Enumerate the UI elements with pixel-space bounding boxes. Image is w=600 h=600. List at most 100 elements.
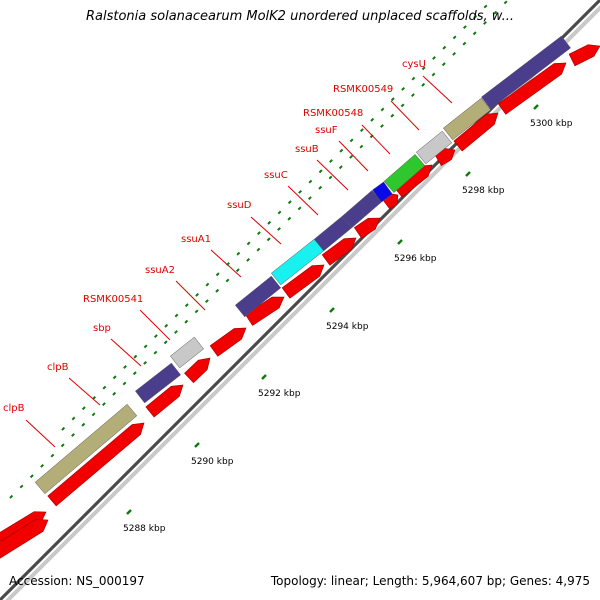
top-scale-tick [236, 251, 241, 256]
gene-bar-ssuB [372, 181, 393, 203]
top-scale-tick [390, 97, 395, 102]
label-leader-line [338, 140, 369, 172]
label-leader-line [68, 377, 101, 406]
gene-bar-clpB [34, 403, 138, 495]
scale-minor-tick [410, 93, 415, 98]
cds-arrow [281, 264, 325, 299]
scale-minor-tick [338, 165, 343, 170]
label-leader-line [422, 75, 453, 104]
top-scale-tick [184, 303, 189, 308]
cds-arrow [453, 112, 499, 152]
top-scale-tick [81, 406, 86, 411]
scale-minor-tick [71, 433, 75, 437]
scale-minor-tick [493, 10, 498, 15]
top-scale-tick [411, 76, 416, 81]
scale-major-tick [126, 509, 132, 515]
scale-minor-tick [215, 288, 220, 293]
scale-minor-tick [81, 422, 86, 427]
top-scale-tick [473, 14, 478, 19]
scale-minor-tick [266, 237, 271, 242]
scale-minor-tick [50, 453, 55, 458]
label-leader-line [287, 185, 319, 216]
gene-bar-ssuC [341, 189, 383, 229]
scale-minor-tick [483, 21, 487, 25]
scale-minor-tick [112, 391, 117, 396]
top-scale-tick [380, 107, 385, 112]
gene-bar-RSMK00549 [443, 97, 491, 141]
scale-minor-tick [163, 340, 168, 345]
scale-minor-tick [431, 72, 436, 77]
top-scale-tick [370, 117, 375, 122]
scale-label: 5298 kbp [462, 186, 505, 196]
top-scale-tick [267, 220, 272, 225]
gene-label-ssuA2: ssuA2 [145, 265, 175, 276]
scale-minor-tick [235, 268, 240, 273]
top-scale-tick [143, 344, 148, 349]
scale-label: 5290 kbp [191, 457, 234, 467]
scale-minor-tick [287, 216, 292, 221]
gene-label-ssuC: ssuC [264, 170, 288, 181]
scale-minor-tick [359, 144, 364, 149]
gene-label-ssuF: ssuF [315, 125, 338, 136]
scale-major-tick [397, 239, 403, 245]
top-scale-tick [133, 354, 138, 359]
accession-text: Accession: NS_000197 [9, 574, 145, 588]
scale-minor-tick [153, 350, 158, 355]
cds-arrow [497, 62, 567, 115]
scale-label: 5300 kbp [530, 119, 573, 129]
scale-minor-tick [19, 484, 24, 489]
top-scale-tick [277, 210, 282, 215]
scale-minor-tick [441, 62, 446, 67]
scale-minor-tick [9, 494, 14, 499]
top-scale-tick [359, 128, 364, 133]
topology-summary: Topology: linear; Length: 5,964,607 bp; … [270, 574, 590, 588]
gene-label-RSMK00549: RSMK00549 [333, 84, 393, 95]
cds-arrow [209, 327, 247, 357]
scale-major-tick [329, 307, 335, 313]
scale-minor-tick [256, 247, 261, 252]
cds-arrow [568, 44, 600, 67]
top-scale-tick [164, 323, 169, 328]
cds-arrow [47, 422, 145, 507]
label-leader-line [110, 338, 142, 367]
top-scale-tick [71, 416, 76, 421]
scale-minor-tick [60, 443, 65, 448]
gene-label-clpB: clpB [3, 403, 25, 414]
scale-minor-tick [297, 206, 302, 211]
scale-minor-tick [380, 124, 384, 128]
scale-minor-tick [390, 113, 395, 118]
top-scale-tick [123, 365, 127, 369]
scale-minor-tick [318, 185, 323, 190]
scale-minor-tick [503, 0, 508, 5]
scale-label: 5292 kbp [258, 389, 301, 399]
scale-ticks: 5288 kbp 5290 kbp 5292 kbp 5294 kbp 5296 kbp… [9, 0, 573, 534]
gene-label-ssuB: ssuB [295, 144, 319, 155]
label-leader-line [25, 419, 56, 448]
gene-label-RSMK00548: RSMK00548 [303, 108, 363, 119]
top-scale-tick [205, 282, 210, 287]
label-leader-line [390, 100, 420, 131]
top-scale-tick [318, 169, 323, 174]
map-title: Ralstonia solanacearum MolK2 unordered u… [85, 9, 514, 24]
scale-major-tick [533, 104, 539, 110]
scale-minor-tick [101, 402, 106, 407]
top-scale-tick [174, 313, 179, 318]
top-scale-tick [308, 179, 313, 184]
top-scale-tick [215, 272, 220, 277]
top-scale-tick [401, 86, 406, 91]
scale-minor-tick [143, 360, 148, 365]
gene-bar-sbp [135, 362, 181, 404]
scale-minor-tick [277, 227, 281, 231]
gene-bar-cysU [481, 35, 571, 110]
top-scale-tick [462, 25, 467, 30]
gene-bar-RSMK00541 [169, 336, 205, 369]
scale-minor-tick [194, 309, 199, 314]
scale-minor-tick [452, 51, 457, 56]
scale-label: 5296 kbp [394, 254, 437, 264]
top-scale-tick [349, 138, 354, 143]
gene-bar-ssuA2 [234, 275, 282, 318]
gene-bar-ssuF [383, 153, 426, 194]
top-scale-tick [442, 45, 447, 50]
scale-major-tick [194, 442, 200, 448]
scale-minor-tick [328, 175, 333, 180]
